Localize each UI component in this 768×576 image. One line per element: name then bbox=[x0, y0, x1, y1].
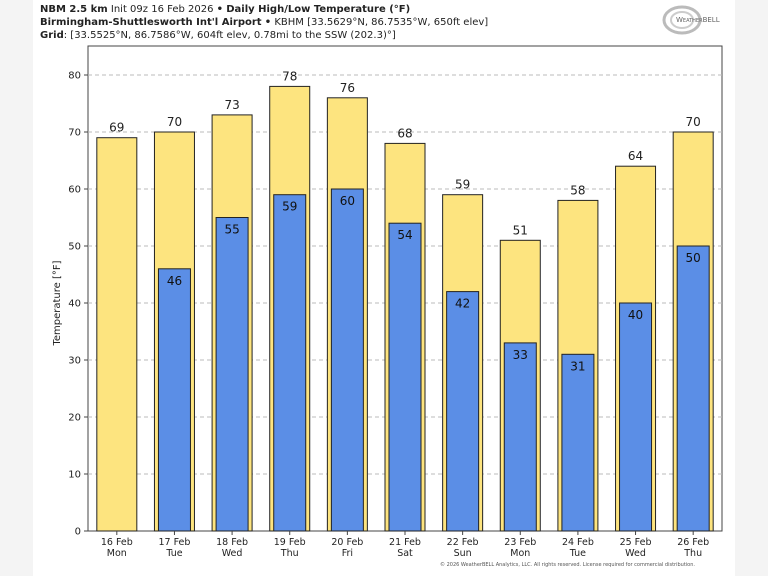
weatherbell-logo: WEATHERBELL bbox=[662, 5, 720, 35]
y-tick-label: 40 bbox=[68, 299, 81, 310]
low-label: 42 bbox=[455, 297, 470, 311]
high-label: 68 bbox=[397, 126, 412, 140]
x-tick-weekday: Mon bbox=[510, 548, 530, 559]
low-label: 55 bbox=[224, 223, 239, 237]
header-line-3: Grid: [33.5525°N, 86.7586°W, 604ft elev,… bbox=[40, 30, 396, 41]
init-time: Init 09z 16 Feb 2026 bbox=[110, 4, 214, 15]
low-bar bbox=[676, 245, 710, 532]
high-label: 64 bbox=[628, 149, 643, 163]
x-tick-date: 22 Feb bbox=[447, 537, 479, 548]
y-tick-label: 80 bbox=[68, 71, 81, 82]
x-tick-weekday: Thu bbox=[280, 548, 299, 559]
low-label: 59 bbox=[282, 200, 297, 214]
high-label: 70 bbox=[167, 115, 182, 129]
low-bar bbox=[619, 302, 653, 532]
high-label: 76 bbox=[340, 81, 355, 95]
x-tick-weekday: Wed bbox=[222, 548, 243, 559]
y-tick-label: 70 bbox=[68, 128, 81, 139]
x-tick-weekday: Sat bbox=[397, 548, 413, 559]
x-tick-weekday: Thu bbox=[683, 548, 702, 559]
low-label: 60 bbox=[340, 194, 355, 208]
x-tick-weekday: Tue bbox=[165, 548, 182, 559]
high-label: 51 bbox=[513, 223, 528, 237]
x-tick-weekday: Wed bbox=[625, 548, 646, 559]
high-label: 69 bbox=[109, 121, 124, 135]
x-tick-date: 20 Feb bbox=[331, 537, 363, 548]
x-tick-weekday: Tue bbox=[569, 548, 586, 559]
high-bar bbox=[96, 137, 138, 532]
low-label: 31 bbox=[570, 359, 585, 373]
x-tick-date: 25 Feb bbox=[620, 537, 652, 548]
svg-text:WEATHERBELL: WEATHERBELL bbox=[676, 16, 720, 24]
copyright-footer: © 2026 WeatherBELL Analytics, LLC. All r… bbox=[440, 562, 695, 568]
bullet: • bbox=[216, 4, 224, 15]
low-label: 46 bbox=[167, 274, 182, 288]
low-label: 54 bbox=[397, 228, 412, 242]
x-tick-date: 21 Feb bbox=[389, 537, 421, 548]
grid-label: Grid bbox=[40, 30, 64, 41]
y-tick-label: 60 bbox=[68, 185, 81, 196]
x-tick-date: 16 Feb bbox=[101, 537, 133, 548]
header-line-1: NBM 2.5 km Init 09z 16 Feb 2026 • Daily … bbox=[40, 4, 410, 15]
bullet: • bbox=[264, 17, 272, 28]
low-bar bbox=[388, 222, 422, 532]
header-line-2: Birmingham-Shuttlesworth Int'l Airport •… bbox=[40, 17, 488, 28]
grid-info: [33.5525°N, 86.7586°W, 604ft elev, 0.78m… bbox=[70, 30, 396, 41]
x-tick-weekday: Mon bbox=[107, 548, 127, 559]
x-tick-date: 19 Feb bbox=[274, 537, 306, 548]
low-label: 40 bbox=[628, 308, 643, 322]
low-bar bbox=[446, 291, 480, 532]
low-bar bbox=[503, 342, 537, 532]
low-label: 50 bbox=[686, 251, 701, 265]
station-info: KBHM [33.5629°N, 86.7535°W, 650ft elev] bbox=[274, 17, 489, 28]
x-tick-weekday: Sun bbox=[454, 548, 472, 559]
x-tick-date: 17 Feb bbox=[158, 537, 190, 548]
high-label: 78 bbox=[282, 69, 297, 83]
low-bar bbox=[561, 353, 595, 532]
station-name: Birmingham-Shuttlesworth Int'l Airport bbox=[40, 17, 262, 28]
high-label: 73 bbox=[224, 98, 239, 112]
y-tick-label: 50 bbox=[68, 242, 81, 253]
high-label: 58 bbox=[570, 183, 585, 197]
low-bar bbox=[215, 217, 249, 532]
y-tick-label: 10 bbox=[68, 470, 81, 481]
model-name: NBM 2.5 km bbox=[40, 4, 108, 15]
product-title: Daily High/Low Temperature (°F) bbox=[226, 4, 411, 15]
y-axis-label: Temperature [°F] bbox=[52, 260, 63, 346]
low-bar bbox=[157, 268, 191, 532]
y-tick-label: 0 bbox=[75, 527, 81, 538]
x-tick-date: 24 Feb bbox=[562, 537, 594, 548]
y-tick-label: 20 bbox=[68, 413, 81, 424]
y-tick-label: 30 bbox=[68, 356, 81, 367]
high-label: 70 bbox=[686, 115, 701, 129]
high-label: 59 bbox=[455, 178, 470, 192]
x-tick-weekday: Fri bbox=[342, 548, 353, 559]
x-tick-date: 23 Feb bbox=[504, 537, 536, 548]
low-bar bbox=[273, 194, 307, 532]
low-label: 33 bbox=[513, 348, 528, 362]
low-bar bbox=[330, 188, 364, 532]
x-tick-date: 18 Feb bbox=[216, 537, 248, 548]
x-tick-date: 26 Feb bbox=[677, 537, 709, 548]
